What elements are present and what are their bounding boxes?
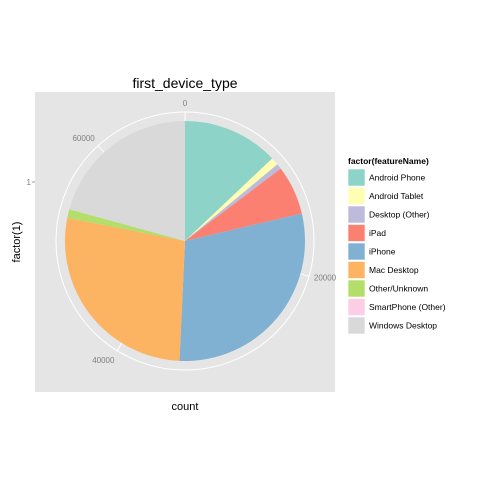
pie-slice-desktop-other xyxy=(185,164,281,241)
y-tick-label: 1 xyxy=(27,178,32,187)
pie-slices xyxy=(64,120,305,361)
pie-slice-other-unknown xyxy=(67,209,185,241)
chart-title: first_device_type xyxy=(132,75,237,91)
legend-title: factor(featureName) xyxy=(348,156,429,166)
legend-swatch-desktop-other xyxy=(347,205,366,224)
radial-tick-label: 60000 xyxy=(72,134,95,143)
legend-swatch-iphone xyxy=(347,242,366,261)
legend-swatch-smartphone-other xyxy=(347,298,366,316)
legend-label-iphone: iPhone xyxy=(369,247,396,257)
radial-tick-label: 40000 xyxy=(92,356,115,365)
pie-slice-smartphone-other xyxy=(69,209,185,241)
radial-tick-label: 20000 xyxy=(314,274,337,283)
legend-label-mac-desktop: Mac Desktop xyxy=(369,265,419,275)
legend-label-ipad: iPad xyxy=(369,228,386,238)
legend-swatch-android-tablet xyxy=(347,187,366,205)
legend-swatch-mac-desktop xyxy=(347,261,366,279)
pie-slice-mac-desktop xyxy=(64,217,185,361)
x-axis-title: count xyxy=(172,401,199,413)
legend-label-other-unknown: Other/Unknown xyxy=(369,284,428,294)
pie-slice-android-phone xyxy=(185,121,273,241)
legend-label-smartphone-other: SmartPhone (Other) xyxy=(369,302,446,312)
y-axis-title: factor(1) xyxy=(11,222,23,263)
pie-slice-windows-desktop xyxy=(69,120,185,241)
legend-swatch-android-phone xyxy=(347,168,366,187)
legend-label-android-phone: Android Phone xyxy=(369,173,426,183)
legend-swatch-other-unknown xyxy=(347,279,366,298)
legend-swatch-ipad xyxy=(347,224,366,242)
legend-swatch-windows-desktop xyxy=(347,316,366,335)
pie-slice-android-tablet xyxy=(185,158,278,241)
radial-tick-label: 0 xyxy=(183,99,188,108)
radial-tick-labels: 0 20000 40000 60000 xyxy=(72,99,336,365)
legend-label-desktop-other: Desktop (Other) xyxy=(369,210,430,220)
legend-label-android-tablet: Android Tablet xyxy=(369,191,424,201)
legend-label-windows-desktop: Windows Desktop xyxy=(369,321,437,331)
pie-slice-ipad xyxy=(185,168,302,241)
pie-slice-iphone xyxy=(179,213,305,361)
legend: Android Phone Android Tablet Desktop (Othe… xyxy=(347,168,446,335)
